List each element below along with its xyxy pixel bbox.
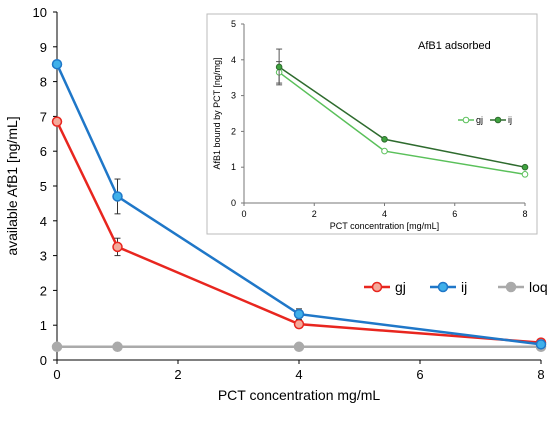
main-point-gj-2 bbox=[293, 318, 305, 330]
main-point-loq-1 bbox=[112, 341, 123, 353]
main-x-tick-label-2: 4 bbox=[295, 367, 302, 382]
main-series-line-gj bbox=[55, 121, 542, 344]
main-x-tick-label-1: 2 bbox=[174, 367, 181, 382]
main-point-ij-0 bbox=[51, 58, 63, 70]
main-y-tick-label-2: 2 bbox=[40, 283, 47, 298]
main-chart: PCT concentration mg/mL available AfB1 [… bbox=[4, 5, 548, 403]
main-y-axis-title: available AfB1 [ng/mL] bbox=[4, 116, 20, 255]
inset-legend: gj ij bbox=[458, 115, 512, 125]
main-y-tick-label-0: 0 bbox=[40, 353, 47, 368]
inset-chart: AfB1 adsorbed PCT concentration [mg/mL] … bbox=[206, 13, 538, 235]
main-y-tick-label-4: 4 bbox=[40, 214, 47, 229]
main-y-tick-label-5: 5 bbox=[40, 179, 47, 194]
main-y-tick-label-3: 3 bbox=[40, 249, 47, 264]
main-point-loq-0 bbox=[51, 341, 63, 353]
main-y-tick-label-1: 1 bbox=[40, 318, 47, 333]
inset-x-tick-label-4: 8 bbox=[522, 209, 527, 219]
main-y-tick-label-7: 7 bbox=[40, 109, 47, 124]
inset-y-tick-label-3: 3 bbox=[231, 91, 236, 101]
main-y-tick-label-6: 6 bbox=[40, 144, 47, 159]
main-y-tick-label-8: 8 bbox=[40, 75, 47, 90]
main-x-tick-label-3: 6 bbox=[416, 367, 423, 382]
main-x-tick-label-0: 0 bbox=[53, 367, 60, 382]
main-x-tick-label-4: 8 bbox=[537, 367, 544, 382]
main-point-ij-2 bbox=[293, 308, 305, 320]
inset-y-tick-label-4: 4 bbox=[231, 55, 236, 65]
inset-x-tick-label-2: 4 bbox=[382, 209, 387, 219]
inset-title: AfB1 adsorbed bbox=[418, 40, 491, 52]
inset-frame bbox=[206, 13, 538, 235]
inset-x-tick-label-3: 6 bbox=[452, 209, 457, 219]
inset-legend-label-gj: gj bbox=[476, 115, 483, 125]
inset-ticks: 0 2 4 6 8 0 1 2 3 4 5 bbox=[231, 19, 528, 219]
inset-point-ij-0 bbox=[275, 63, 283, 71]
main-legend-marker-loq bbox=[505, 281, 517, 293]
inset-x-axis-title: PCT concentration [mg/mL] bbox=[330, 221, 439, 231]
inset-point-gj-1 bbox=[381, 147, 388, 155]
main-point-loq-2 bbox=[293, 341, 305, 353]
inset-y-tick-label-5: 5 bbox=[231, 19, 236, 29]
inset-legend-label-ij: ij bbox=[508, 115, 512, 125]
main-legend-marker-gj bbox=[371, 281, 383, 293]
inset-point-ij-1 bbox=[381, 135, 388, 143]
main-point-ij-1 bbox=[112, 191, 123, 202]
main-y-tick-label-10: 10 bbox=[33, 5, 47, 20]
inset-series bbox=[275, 48, 529, 178]
inset-x-tick-label-0: 0 bbox=[241, 209, 246, 219]
main-legend-label-gj: gj bbox=[395, 279, 406, 295]
main-y-tick-label-9: 9 bbox=[40, 40, 47, 55]
main-legend-label-loq: loq bbox=[529, 279, 548, 295]
inset-y-tick-label-2: 2 bbox=[231, 126, 236, 136]
inset-y-tick-label-1: 1 bbox=[231, 162, 236, 172]
main-point-gj-0 bbox=[51, 116, 63, 127]
main-series bbox=[51, 58, 547, 353]
main-x-axis-title: PCT concentration mg/mL bbox=[218, 387, 381, 403]
inset-legend-marker-ij bbox=[494, 116, 502, 124]
main-series-line-ij bbox=[55, 63, 542, 346]
inset-point-ij-2 bbox=[521, 163, 529, 171]
main-legend-marker-ij bbox=[437, 281, 449, 293]
inset-y-tick-label-0: 0 bbox=[231, 198, 236, 208]
inset-point-gj-2 bbox=[521, 171, 529, 178]
main-legend-label-ij: ij bbox=[461, 279, 467, 295]
inset-y-axis-title: AfB1 bound by PCT [ng/mg] bbox=[212, 58, 222, 170]
inset-legend-marker-gj bbox=[462, 116, 470, 124]
inset-x-tick-label-1: 2 bbox=[312, 209, 317, 219]
main-point-ij-3 bbox=[535, 339, 547, 350]
main-point-gj-1 bbox=[112, 241, 123, 253]
main-legend: gj ij loq bbox=[364, 279, 548, 295]
